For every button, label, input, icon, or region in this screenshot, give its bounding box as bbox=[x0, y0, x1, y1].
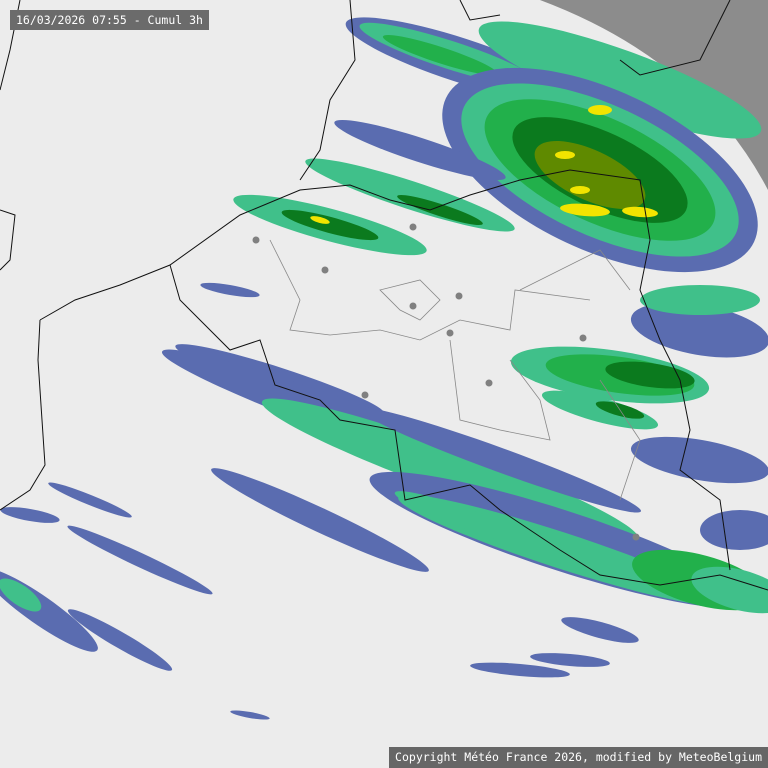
precip-moderate bbox=[640, 285, 760, 315]
precip-extreme bbox=[588, 105, 612, 115]
timestamp-label: 16/03/2026 07:55 - Cumul 3h bbox=[10, 10, 209, 30]
precip-extreme bbox=[310, 216, 330, 224]
city-marker-icon bbox=[446, 329, 454, 337]
precip-heavy bbox=[382, 34, 498, 76]
precip-very-heavy bbox=[281, 209, 379, 241]
precip-moderate bbox=[394, 491, 546, 549]
precip-light bbox=[48, 482, 132, 518]
precipitation-streaks bbox=[0, 17, 768, 720]
precip-light bbox=[700, 510, 768, 550]
precip-moderate bbox=[0, 578, 42, 612]
precip-very-heavy bbox=[605, 361, 695, 389]
precip-light bbox=[530, 653, 610, 667]
precip-light bbox=[630, 302, 768, 358]
city-marker-icon bbox=[361, 391, 369, 399]
precip-light bbox=[630, 436, 768, 484]
city-markers bbox=[252, 223, 640, 541]
precip-light bbox=[0, 568, 98, 652]
precip-extreme bbox=[560, 203, 610, 217]
copyright-label: Copyright Météo France 2026, modified by… bbox=[389, 747, 768, 768]
precip-light bbox=[334, 119, 506, 181]
precip-light bbox=[0, 507, 60, 523]
precip-light bbox=[200, 282, 260, 298]
city-marker-icon bbox=[409, 302, 417, 310]
precip-very-heavy bbox=[397, 194, 483, 226]
precip-moderate bbox=[691, 566, 768, 614]
precip-light bbox=[67, 609, 173, 671]
no-data-zone bbox=[540, 0, 768, 190]
borders bbox=[0, 0, 768, 591]
city-marker-icon bbox=[455, 292, 463, 300]
city-marker-icon bbox=[321, 266, 329, 274]
precip-light bbox=[211, 468, 429, 572]
city-marker-icon bbox=[579, 334, 587, 342]
precip-light bbox=[67, 525, 213, 595]
city-marker-icon bbox=[485, 379, 493, 387]
precip-light bbox=[358, 407, 642, 513]
precip-light bbox=[230, 710, 270, 720]
precip-light bbox=[470, 662, 570, 678]
city-marker-icon bbox=[252, 236, 260, 244]
precip-moderate bbox=[478, 21, 762, 139]
precip-light bbox=[561, 617, 639, 643]
precip-moderate bbox=[541, 390, 659, 430]
precip-extreme bbox=[570, 186, 590, 194]
precip-extreme bbox=[622, 206, 658, 218]
city-marker-icon bbox=[632, 533, 640, 541]
precip-extreme bbox=[555, 151, 575, 159]
province-borders bbox=[269, 239, 641, 501]
city-marker-icon bbox=[409, 223, 417, 231]
